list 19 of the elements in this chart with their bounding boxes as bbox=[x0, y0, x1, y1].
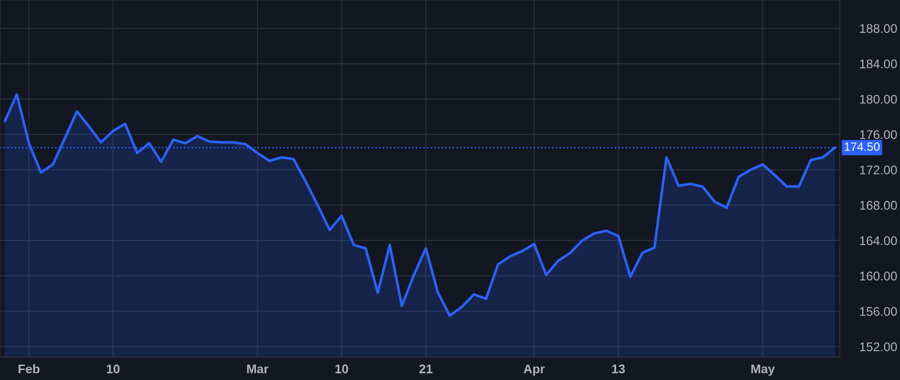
x-tick-label: 10 bbox=[106, 364, 120, 374]
ref-line-label: 174.50 bbox=[844, 142, 880, 151]
x-tick-label: Apr bbox=[524, 364, 545, 376]
y-tick-label: 168.00 bbox=[860, 200, 897, 210]
x-tick-label: Feb bbox=[18, 364, 40, 374]
y-tick-label: 160.00 bbox=[860, 272, 897, 281]
x-tick-label: Mar bbox=[247, 364, 268, 374]
y-tick-label: 176.00 bbox=[860, 130, 897, 140]
x-tick-label: May bbox=[751, 364, 775, 376]
x-tick-label: 13 bbox=[612, 364, 625, 374]
y-tick-label: 180.00 bbox=[860, 94, 897, 104]
x-tick-label: 10 bbox=[335, 364, 348, 374]
y-tick-label: 184.00 bbox=[860, 59, 897, 68]
y-tick-label: 188.00 bbox=[860, 24, 897, 33]
y-tick-label: 172.00 bbox=[860, 166, 897, 174]
y-tick-label: 152.00 bbox=[860, 342, 897, 352]
y-tick-label: 164.00 bbox=[860, 236, 897, 246]
x-tick-label: 21 bbox=[419, 364, 432, 374]
y-tick-label: 156.00 bbox=[860, 307, 897, 316]
